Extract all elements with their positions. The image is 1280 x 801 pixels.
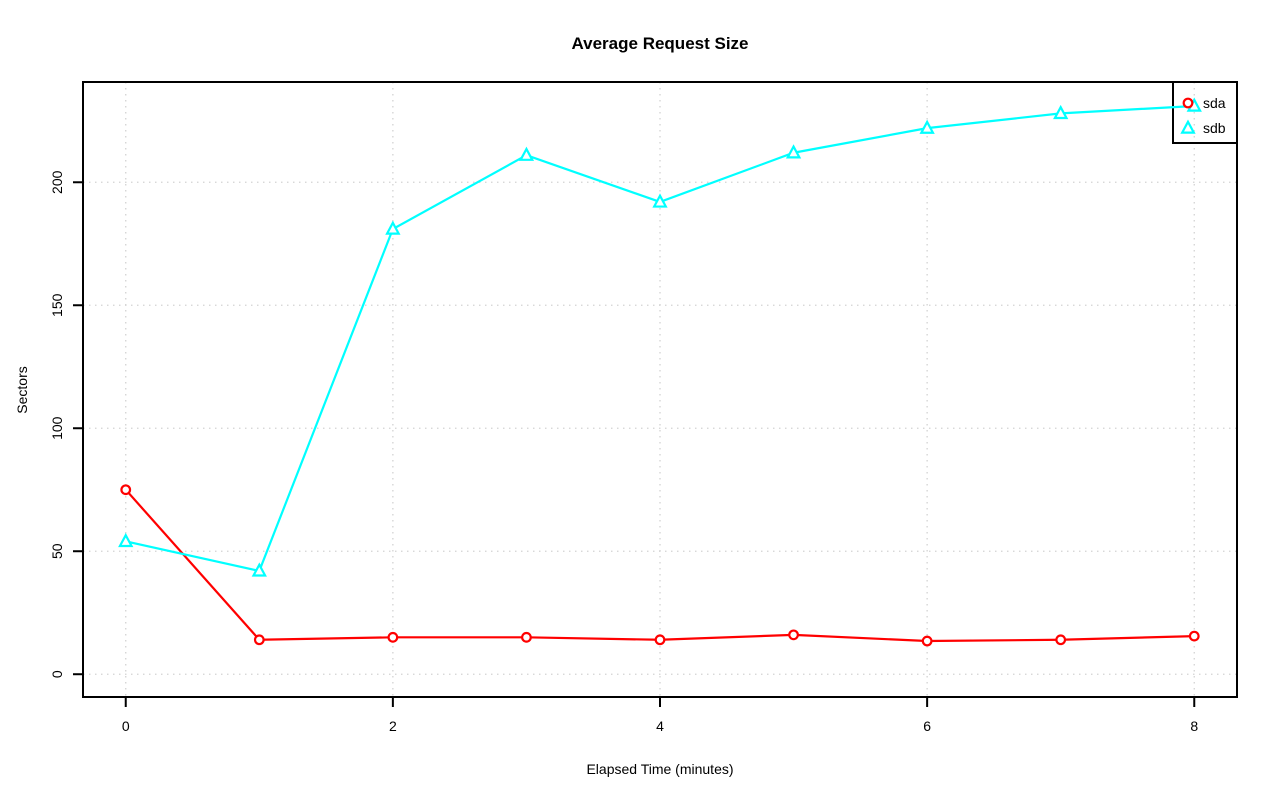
- y-axis-label: Sectors: [14, 366, 30, 414]
- data-point-sdb: [385, 220, 401, 235]
- data-point-sdb: [919, 119, 935, 134]
- y-tick-label: 0: [49, 670, 65, 678]
- y-tick-label: 200: [49, 170, 65, 194]
- data-point-sdb: [1053, 104, 1069, 120]
- data-point-sda: [120, 484, 132, 496]
- x-tick-label: 2: [389, 718, 397, 734]
- y-tick-label: 150: [49, 293, 65, 317]
- legend-marker-sda: [1182, 97, 1194, 109]
- legend-label-sdb: sdb: [1203, 120, 1226, 136]
- x-axis-label: Elapsed Time (minutes): [586, 761, 734, 777]
- series-line-sdb: [125, 104, 1195, 573]
- data-point-sda: [921, 635, 933, 647]
- x-tick-label: 6: [923, 718, 931, 734]
- data-point-sda: [1055, 634, 1067, 646]
- data-point-sda: [654, 634, 666, 646]
- data-point-sdb: [652, 193, 668, 208]
- data-point-sda: [1188, 630, 1200, 642]
- x-tick-label: 8: [1190, 718, 1198, 734]
- x-tick-label: 0: [122, 718, 130, 734]
- plot-border: [82, 81, 1238, 698]
- series-line-sda: [124, 489, 1195, 643]
- data-point-sdb: [785, 144, 802, 159]
- data-point-sdb: [251, 562, 267, 577]
- chart-title: Average Request Size: [571, 34, 749, 53]
- x-tick-label: 4: [656, 718, 664, 734]
- legend-marker-sdb: [1180, 119, 1196, 134]
- data-point-sdb: [518, 146, 535, 161]
- data-point-sdb: [118, 532, 134, 548]
- data-point-sda: [253, 634, 265, 646]
- data-point-sda: [788, 629, 799, 641]
- data-point-sda: [521, 631, 532, 643]
- y-tick-label: 100: [49, 416, 65, 440]
- y-tick-label: 50: [49, 543, 65, 559]
- data-point-sda: [387, 631, 399, 643]
- legend-box: [1172, 81, 1238, 144]
- legend-label-sda: sda: [1203, 95, 1226, 111]
